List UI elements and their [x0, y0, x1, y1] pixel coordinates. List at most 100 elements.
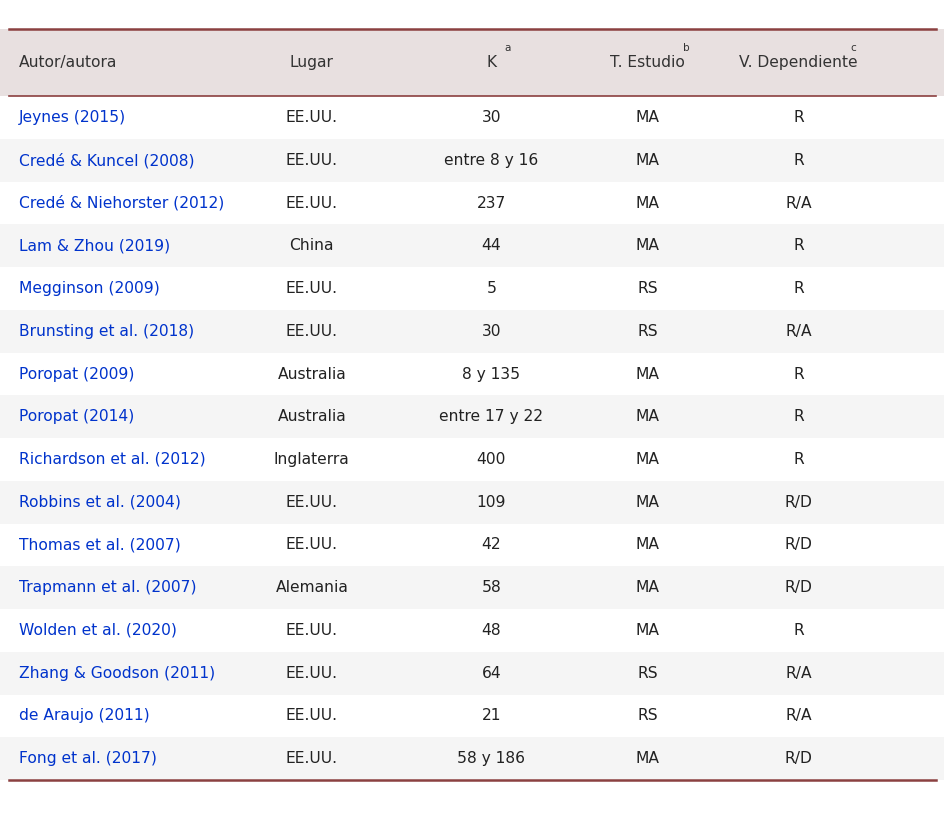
Text: EE.UU.: EE.UU. — [285, 751, 338, 766]
Text: RS: RS — [636, 324, 657, 339]
Bar — [0, 652, 944, 695]
Text: Trapmann et al. (2007): Trapmann et al. (2007) — [19, 580, 196, 595]
Text: MA: MA — [634, 751, 659, 766]
Text: R/A: R/A — [784, 324, 811, 339]
Text: R/D: R/D — [784, 751, 812, 766]
Text: 58: 58 — [481, 580, 500, 595]
Text: R: R — [792, 281, 803, 296]
Text: MA: MA — [634, 538, 659, 552]
Text: Poropat (2014): Poropat (2014) — [19, 409, 134, 424]
Text: R: R — [792, 367, 803, 381]
Text: Poropat (2009): Poropat (2009) — [19, 367, 134, 381]
Bar — [0, 182, 944, 224]
Text: EE.UU.: EE.UU. — [285, 495, 338, 510]
Text: MA: MA — [634, 580, 659, 595]
Text: MA: MA — [634, 409, 659, 424]
Text: EE.UU.: EE.UU. — [285, 666, 338, 681]
Text: Lam & Zhou (2019): Lam & Zhou (2019) — [19, 238, 170, 253]
Text: R/A: R/A — [784, 666, 811, 681]
Text: 400: 400 — [476, 452, 506, 467]
Text: EE.UU.: EE.UU. — [285, 623, 338, 638]
Text: Jeynes (2015): Jeynes (2015) — [19, 110, 126, 125]
Text: V. Dependiente: V. Dependiente — [738, 55, 857, 70]
Text: entre 17 y 22: entre 17 y 22 — [439, 409, 543, 424]
Text: R/A: R/A — [784, 709, 811, 723]
Text: RS: RS — [636, 666, 657, 681]
Text: Australia: Australia — [278, 409, 346, 424]
Text: EE.UU.: EE.UU. — [285, 196, 338, 210]
Bar — [0, 267, 944, 310]
Text: de Araujo (2011): de Araujo (2011) — [19, 709, 149, 723]
Text: 58 y 186: 58 y 186 — [457, 751, 525, 766]
Text: a: a — [504, 43, 511, 53]
Text: Zhang & Goodson (2011): Zhang & Goodson (2011) — [19, 666, 215, 681]
Bar — [0, 695, 944, 737]
Text: entre 8 y 16: entre 8 y 16 — [444, 153, 538, 168]
Text: 21: 21 — [481, 709, 500, 723]
Bar — [0, 609, 944, 652]
Text: China: China — [289, 238, 334, 253]
Bar — [0, 224, 944, 267]
Text: 64: 64 — [481, 666, 500, 681]
Text: 237: 237 — [476, 196, 506, 210]
Text: Credé & Kuncel (2008): Credé & Kuncel (2008) — [19, 153, 194, 168]
Text: EE.UU.: EE.UU. — [285, 709, 338, 723]
Bar — [0, 566, 944, 609]
Text: b: b — [683, 43, 689, 53]
Text: 109: 109 — [476, 495, 506, 510]
Text: MA: MA — [634, 367, 659, 381]
Text: Autor/autora: Autor/autora — [19, 55, 117, 70]
Text: MA: MA — [634, 495, 659, 510]
Bar — [0, 737, 944, 780]
Text: R: R — [792, 409, 803, 424]
Text: c: c — [850, 43, 855, 53]
Text: RS: RS — [636, 709, 657, 723]
Text: R/D: R/D — [784, 580, 812, 595]
Text: MA: MA — [634, 452, 659, 467]
Text: 8 y 135: 8 y 135 — [462, 367, 520, 381]
Text: Thomas et al. (2007): Thomas et al. (2007) — [19, 538, 180, 552]
Text: Megginson (2009): Megginson (2009) — [19, 281, 160, 296]
Text: R/D: R/D — [784, 538, 812, 552]
Bar — [0, 524, 944, 566]
Text: RS: RS — [636, 281, 657, 296]
Text: EE.UU.: EE.UU. — [285, 153, 338, 168]
Text: Brunsting et al. (2018): Brunsting et al. (2018) — [19, 324, 194, 339]
Text: Lugar: Lugar — [290, 55, 333, 70]
Bar — [0, 29, 944, 96]
Text: Inglaterra: Inglaterra — [274, 452, 349, 467]
Bar — [0, 353, 944, 395]
Text: T. Estudio: T. Estudio — [609, 55, 684, 70]
Text: EE.UU.: EE.UU. — [285, 538, 338, 552]
Text: Alemania: Alemania — [275, 580, 348, 595]
Text: 30: 30 — [481, 110, 500, 125]
Bar — [0, 438, 944, 481]
Text: R/A: R/A — [784, 196, 811, 210]
Text: 44: 44 — [481, 238, 500, 253]
Text: EE.UU.: EE.UU. — [285, 110, 338, 125]
Bar — [0, 96, 944, 139]
Text: K: K — [486, 55, 496, 70]
Text: R: R — [792, 623, 803, 638]
Text: MA: MA — [634, 238, 659, 253]
Text: 30: 30 — [481, 324, 500, 339]
Text: 42: 42 — [481, 538, 500, 552]
Text: MA: MA — [634, 623, 659, 638]
Text: Fong et al. (2017): Fong et al. (2017) — [19, 751, 157, 766]
Bar — [0, 481, 944, 524]
Text: R: R — [792, 153, 803, 168]
Text: R: R — [792, 110, 803, 125]
Text: Australia: Australia — [278, 367, 346, 381]
Bar — [0, 395, 944, 438]
Text: R: R — [792, 238, 803, 253]
Text: MA: MA — [634, 153, 659, 168]
Text: Credé & Niehorster (2012): Credé & Niehorster (2012) — [19, 196, 224, 210]
Text: Richardson et al. (2012): Richardson et al. (2012) — [19, 452, 205, 467]
Text: MA: MA — [634, 110, 659, 125]
Text: 5: 5 — [486, 281, 496, 296]
Text: R: R — [792, 452, 803, 467]
Text: 48: 48 — [481, 623, 500, 638]
Text: MA: MA — [634, 196, 659, 210]
Text: Robbins et al. (2004): Robbins et al. (2004) — [19, 495, 180, 510]
Text: R/D: R/D — [784, 495, 812, 510]
